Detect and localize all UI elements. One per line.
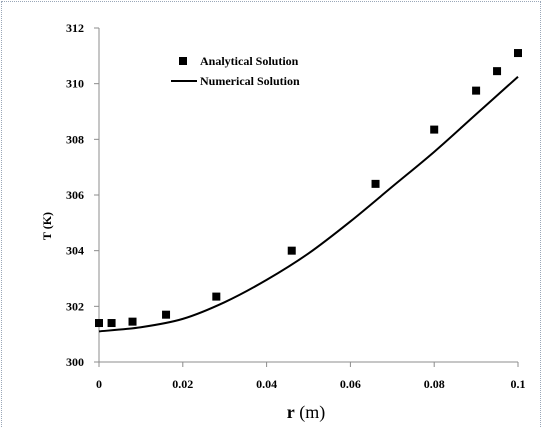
legend-label-numerical: Numerical Solution: [200, 74, 300, 88]
x-tick-label: 0.06: [340, 377, 361, 391]
analytical-solution-point: [493, 67, 502, 76]
analytical-solution-point: [430, 125, 439, 134]
x-axis-label-variable: r: [287, 402, 295, 422]
analytical-solution-point: [371, 179, 380, 188]
chart-frame: [1, 1, 541, 427]
y-tick-label: 312: [66, 21, 84, 35]
y-tick-label: 308: [66, 132, 84, 146]
analytical-solution-point: [514, 49, 522, 58]
y-tick-label: 306: [66, 188, 84, 202]
analytical-solution-point: [212, 292, 221, 301]
x-axis-label: r (m): [287, 402, 326, 423]
y-tick-label: 300: [66, 355, 84, 369]
analytical-solution-point: [162, 310, 171, 319]
analytical-solution-point: [107, 319, 116, 328]
numerical-solution-line: [98, 75, 519, 333]
x-tick-label: 0.1: [511, 377, 526, 391]
legend: Analytical Solution Numerical Solution: [171, 54, 300, 88]
x-tick-label: 0.04: [256, 377, 277, 391]
analytical-solution-point: [95, 319, 103, 328]
x-tick-label: 0: [96, 377, 102, 391]
y-tick-label: 304: [66, 244, 84, 258]
y-tick-label: 302: [66, 299, 84, 313]
analytical-solution-point: [128, 317, 137, 326]
plot-area: [95, 49, 522, 333]
y-tick-label: 310: [66, 77, 84, 91]
legend-label-analytical: Analytical Solution: [200, 54, 299, 68]
analytical-solution-point: [472, 86, 481, 95]
x-tick-label: 0.08: [424, 377, 445, 391]
x-tick-labels: 0 0.02 0.04 0.06 0.08 0.1: [96, 377, 526, 391]
y-tick-labels: 300 302 304 306 308 310 312: [66, 21, 84, 369]
axes: [94, 27, 519, 367]
analytical-solution-point: [287, 246, 296, 255]
x-tick-label: 0.02: [172, 377, 193, 391]
legend-marker-analytical: [179, 57, 187, 65]
y-axis-label: T (K): [40, 212, 54, 240]
x-axis-label-unit: (m): [295, 402, 326, 423]
